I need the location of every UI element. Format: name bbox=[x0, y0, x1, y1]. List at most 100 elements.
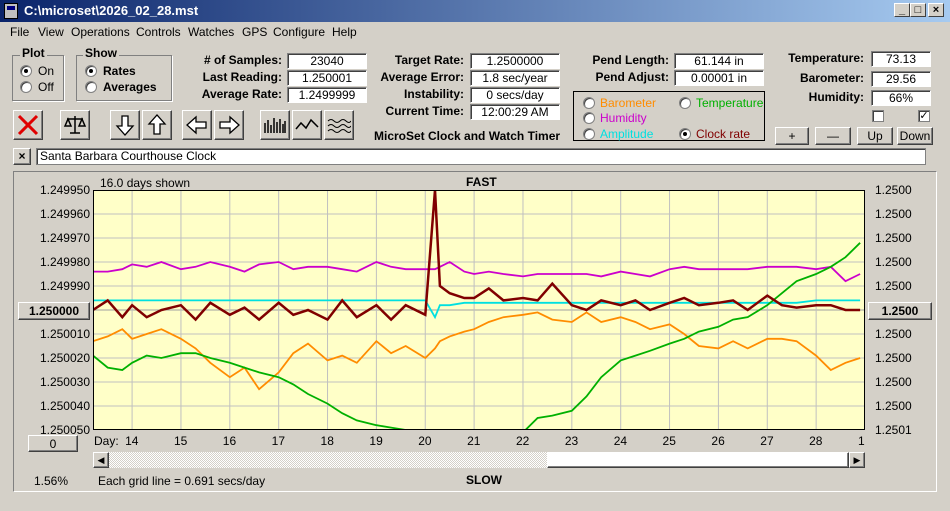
x-tick: 18 bbox=[320, 434, 334, 448]
barometer-field: 29.56 bbox=[871, 71, 931, 87]
y-left-tick: 1.250040 bbox=[39, 399, 90, 413]
x-tick: 16 bbox=[222, 434, 237, 448]
menu-controls[interactable]: Controls bbox=[136, 25, 181, 39]
x-tick: 21 bbox=[467, 434, 481, 448]
arrow-down-icon bbox=[115, 115, 135, 136]
barometer-label: Barometer: bbox=[799, 71, 864, 85]
barometer-option: Barometer bbox=[600, 96, 657, 110]
clear-button[interactable] bbox=[13, 110, 43, 140]
app-icon[interactable] bbox=[4, 3, 18, 19]
x-tick: 19 bbox=[369, 434, 383, 448]
horizontal-scrollbar[interactable]: ◀ ▶ bbox=[93, 452, 865, 468]
right-center-button[interactable]: 1.2500 bbox=[868, 302, 932, 320]
menu-file[interactable]: File bbox=[10, 25, 30, 39]
humidity-label: Humidity: bbox=[808, 90, 864, 104]
bars-view-button[interactable] bbox=[260, 110, 290, 140]
plot-group bbox=[12, 55, 64, 101]
y-right-tick: 1.2500 bbox=[875, 207, 912, 221]
pend-length-label: Pend Length: bbox=[592, 53, 669, 67]
x-tick: 26 bbox=[711, 434, 725, 448]
scale-minus-button[interactable]: — bbox=[815, 127, 851, 145]
y-left-tick: 1.249960 bbox=[39, 207, 90, 221]
temperature-radio[interactable] bbox=[679, 97, 691, 109]
checkbox-left[interactable] bbox=[872, 110, 884, 122]
menu-operations[interactable]: Operations bbox=[71, 25, 130, 39]
wave-view-button[interactable] bbox=[324, 110, 354, 140]
clock-rate-radio[interactable] bbox=[679, 128, 691, 140]
y-left-tick: 1.249950 bbox=[39, 183, 90, 197]
menu-view[interactable]: View bbox=[38, 25, 64, 39]
y-right-tick: 1.2500 bbox=[875, 399, 912, 413]
close-window-button[interactable]: × bbox=[928, 3, 944, 17]
y-right-tick: 1.2500 bbox=[875, 351, 912, 365]
scroll-track[interactable] bbox=[109, 452, 547, 468]
x-tick: 28 bbox=[809, 434, 823, 448]
target-rate-field[interactable]: 1.2500000 bbox=[470, 53, 560, 69]
y-right-tick: 1.2500 bbox=[875, 327, 912, 341]
show-group-title: Show bbox=[83, 46, 119, 60]
temperature-option: Temperature bbox=[696, 96, 764, 110]
arrow-right-button[interactable] bbox=[214, 110, 244, 140]
x-tick: 14 bbox=[125, 434, 139, 448]
humidity-radio[interactable] bbox=[583, 112, 595, 124]
series-line-barometer bbox=[93, 311, 861, 391]
average-rate-label: Average Rate: bbox=[201, 87, 282, 101]
show-group bbox=[76, 55, 172, 101]
arrow-up-icon bbox=[147, 114, 167, 135]
line-view-button[interactable] bbox=[292, 110, 322, 140]
num-samples-label: # of Samples: bbox=[203, 53, 282, 67]
arrow-up-button[interactable] bbox=[142, 110, 172, 140]
menu-gps[interactable]: GPS bbox=[242, 25, 268, 39]
arrow-right-icon bbox=[219, 115, 240, 135]
instability-field: 0 secs/day bbox=[470, 87, 560, 103]
scroll-down-button[interactable]: Down bbox=[897, 127, 933, 145]
y-left-tick: 1.250050 bbox=[39, 423, 90, 437]
plot-on-radio[interactable] bbox=[20, 65, 32, 77]
pend-length-field: 61.144 in bbox=[674, 53, 764, 69]
num-samples-field: 23040 bbox=[287, 53, 367, 69]
rate-chart[interactable] bbox=[93, 190, 865, 430]
last-reading-label: Last Reading: bbox=[202, 70, 282, 84]
clock-name-input[interactable]: Santa Barbara Courthouse Clock bbox=[36, 148, 926, 165]
scroll-thumb[interactable] bbox=[547, 452, 849, 468]
amplitude-radio[interactable] bbox=[583, 128, 595, 140]
maximize-button[interactable]: □ bbox=[910, 3, 926, 17]
scale-plus-button[interactable]: + bbox=[775, 127, 809, 145]
average-error-label: Average Error: bbox=[380, 70, 464, 84]
menu-bar: File View Operations Controls Watches GP… bbox=[0, 22, 950, 42]
plot-off-radio[interactable] bbox=[20, 81, 32, 93]
y-left-tick: 1.249970 bbox=[39, 231, 90, 245]
pend-adjust-field[interactable]: 0.00001 in bbox=[674, 70, 764, 86]
day-axis-label: Day: bbox=[94, 434, 119, 448]
y-right-tick: 1.2501 bbox=[875, 423, 912, 437]
series-line-temperature bbox=[93, 242, 861, 430]
offset-button[interactable]: 0 bbox=[28, 435, 78, 452]
menu-configure[interactable]: Configure bbox=[273, 25, 326, 39]
x-tick: 27 bbox=[760, 434, 774, 448]
plot-off-label: Off bbox=[38, 80, 54, 94]
show-averages-radio[interactable] bbox=[85, 81, 97, 93]
x-tick: 23 bbox=[564, 434, 579, 448]
arrow-left-button[interactable] bbox=[182, 110, 212, 140]
barometer-radio[interactable] bbox=[583, 97, 595, 109]
average-error-field: 1.8 sec/year bbox=[470, 70, 560, 86]
chart-panel bbox=[13, 171, 937, 492]
minimize-button[interactable]: _ bbox=[894, 3, 910, 17]
menu-help[interactable]: Help bbox=[332, 25, 357, 39]
fast-label: FAST bbox=[466, 175, 497, 189]
arrow-down-button[interactable] bbox=[110, 110, 140, 140]
window-title: C:\microset\2026_02_28.mst bbox=[24, 3, 199, 18]
scroll-up-button[interactable]: Up bbox=[857, 127, 893, 145]
scroll-right-arrow-icon[interactable]: ▶ bbox=[849, 452, 865, 468]
clock-rate-option: Clock rate bbox=[696, 127, 751, 141]
menu-watches[interactable]: Watches bbox=[188, 25, 235, 39]
show-rates-radio[interactable] bbox=[85, 65, 97, 77]
target-rate-label: Target Rate: bbox=[394, 53, 464, 67]
checkbox-right[interactable]: ✓ bbox=[918, 110, 930, 122]
y-left-tick: 1.250020 bbox=[39, 351, 90, 365]
left-center-button[interactable]: 1.250000 bbox=[18, 302, 90, 320]
scroll-left-arrow-icon[interactable]: ◀ bbox=[93, 452, 109, 468]
series-line-amplitude bbox=[93, 299, 861, 320]
close-clock-button[interactable]: × bbox=[13, 148, 31, 165]
balance-button[interactable] bbox=[60, 110, 90, 140]
